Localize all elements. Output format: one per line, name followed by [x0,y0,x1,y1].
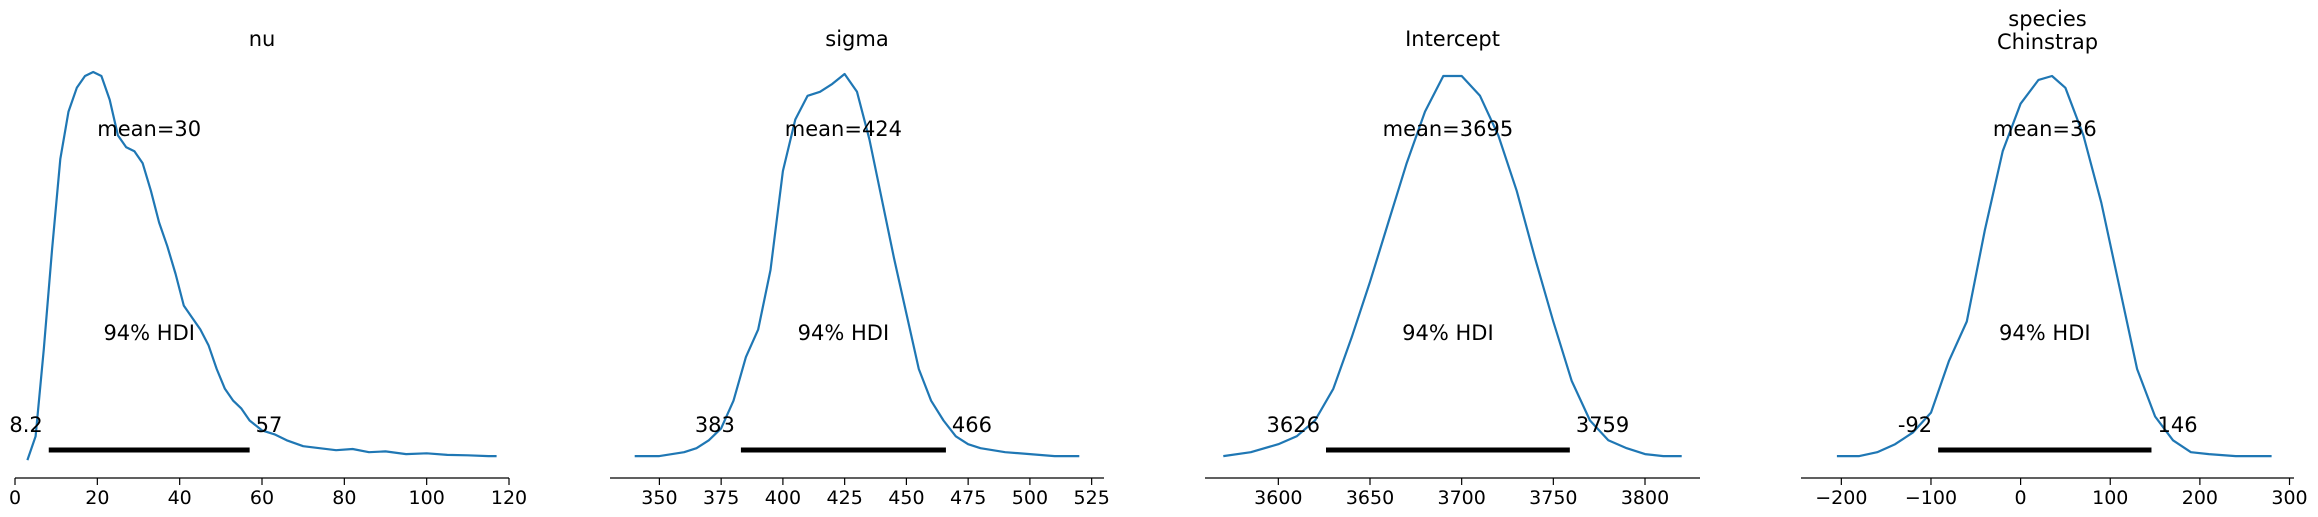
hdi-low-label: 3626 [1267,413,1320,437]
x-tick-label: −200 [1815,487,1867,509]
hdi-label: 94% HDI [1999,321,2091,345]
panel-title: Chinstrap [1997,30,2098,54]
hdi-high-label: 466 [952,413,992,437]
x-tick-label: 500 [1012,487,1048,509]
x-tick-label: 3700 [1437,487,1485,509]
x-tick-label: 0 [2015,487,2027,509]
mean-label: mean=30 [97,117,201,141]
x-tick-label: 525 [1074,487,1110,509]
hdi-high-label: 57 [256,413,283,437]
panel-1: nu mean=30 94% HDI 8.2 57 0 20 40 60 80 100 120 [9,27,527,509]
density-curve [1223,74,1682,458]
hdi-label: 94% HDI [798,321,890,345]
x-tick-label: 80 [332,487,356,509]
density-curve [26,70,497,461]
mean-label: mean=424 [785,117,902,141]
x-tick-label: 350 [641,487,677,509]
x-tick-label: 475 [950,487,986,509]
x-tick-label: 3650 [1346,487,1394,509]
x-tick-label: 375 [703,487,739,509]
hdi-high-label: 146 [2157,413,2197,437]
x-tick-label: 300 [2271,487,2307,509]
panel-2: sigma mean=424 94% HDI 383 466 350 375 400 425 45… [610,27,1110,509]
x-tick-label: −100 [1905,487,1957,509]
density-curve [1836,74,2272,458]
x-tick-label: 100 [2092,487,2128,509]
panel-3: Intercept mean=3695 94% HDI 3626 3759 3600 365… [1205,27,1700,509]
x-tick-label: 450 [888,487,924,509]
x-tick-label: 3800 [1621,487,1669,509]
x-tick-label: 100 [409,487,445,509]
panel-title: species [2008,7,2086,31]
hdi-low-label: -92 [1898,413,1932,437]
x-tick-label: 400 [765,487,801,509]
hdi-label: 94% HDI [103,321,195,345]
hdi-high-label: 3759 [1576,413,1629,437]
x-tick-label: 60 [250,487,274,509]
panel-title: sigma [825,27,888,51]
mean-label: mean=3695 [1383,117,1514,141]
x-tick-label: 0 [9,487,21,509]
density-curve [634,72,1080,458]
x-tick-label: 3750 [1529,487,1577,509]
x-tick-label: 3600 [1254,487,1302,509]
hdi-low-label: 383 [695,413,735,437]
x-tick-label: 200 [2182,487,2218,509]
x-tick-label: 40 [168,487,192,509]
panel-title: nu [249,27,276,51]
panel-title: Intercept [1405,27,1500,51]
x-tick-label: 425 [827,487,863,509]
x-tick-label: 20 [85,487,109,509]
hdi-label: 94% HDI [1402,321,1494,345]
hdi-low-label: 8.2 [9,413,42,437]
x-tick-label: 120 [491,487,527,509]
mean-label: mean=36 [1993,117,2097,141]
